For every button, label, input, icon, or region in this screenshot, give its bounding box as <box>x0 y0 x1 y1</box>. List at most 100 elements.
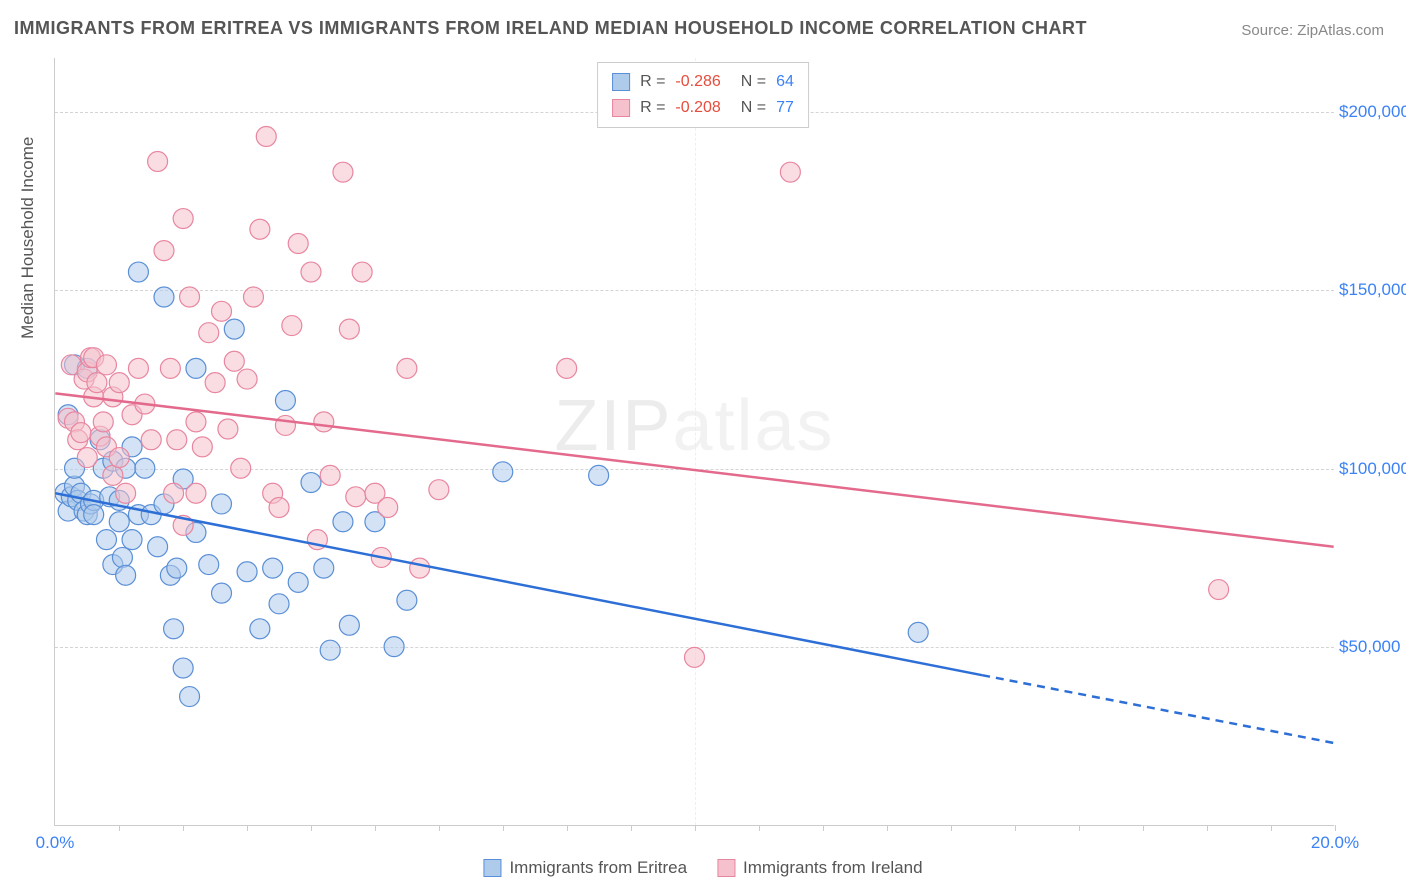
data-point[interactable] <box>77 448 97 468</box>
data-point[interactable] <box>212 583 232 603</box>
data-point[interactable] <box>128 262 148 282</box>
data-point[interactable] <box>109 448 129 468</box>
data-point[interactable] <box>269 594 289 614</box>
data-point[interactable] <box>685 647 705 667</box>
data-point[interactable] <box>154 287 174 307</box>
data-point[interactable] <box>186 358 206 378</box>
series-legend-item[interactable]: Immigrants from Eritrea <box>483 858 687 878</box>
data-point[interactable] <box>231 458 251 478</box>
data-point[interactable] <box>148 151 168 171</box>
data-point[interactable] <box>141 430 161 450</box>
data-point[interactable] <box>154 241 174 261</box>
data-point[interactable] <box>224 351 244 371</box>
data-point[interactable] <box>339 319 359 339</box>
data-point[interactable] <box>314 412 334 432</box>
data-point[interactable] <box>410 558 430 578</box>
data-point[interactable] <box>186 412 206 432</box>
data-point[interactable] <box>908 622 928 642</box>
data-point[interactable] <box>180 687 200 707</box>
data-point[interactable] <box>288 572 308 592</box>
data-point[interactable] <box>301 262 321 282</box>
r-label: R = <box>640 95 665 121</box>
data-point[interactable] <box>122 530 142 550</box>
data-point[interactable] <box>263 558 283 578</box>
x-tick-mark <box>887 825 888 831</box>
data-point[interactable] <box>397 358 417 378</box>
data-point[interactable] <box>314 558 334 578</box>
data-point[interactable] <box>180 287 200 307</box>
data-point[interactable] <box>224 319 244 339</box>
series-legend-label: Immigrants from Eritrea <box>509 858 687 878</box>
data-point[interactable] <box>116 565 136 585</box>
data-point[interactable] <box>218 419 238 439</box>
source-link[interactable]: ZipAtlas.com <box>1297 22 1384 39</box>
data-point[interactable] <box>275 390 295 410</box>
data-point[interactable] <box>87 373 107 393</box>
data-point[interactable] <box>167 558 187 578</box>
trend-line <box>55 493 982 675</box>
data-point[interactable] <box>148 537 168 557</box>
data-point[interactable] <box>135 458 155 478</box>
data-point[interactable] <box>557 358 577 378</box>
data-point[interactable] <box>167 430 187 450</box>
data-point[interactable] <box>339 615 359 635</box>
data-point[interactable] <box>250 619 270 639</box>
data-point[interactable] <box>397 590 417 610</box>
x-tick-mark <box>695 825 696 831</box>
data-point[interactable] <box>109 512 129 532</box>
data-point[interactable] <box>116 483 136 503</box>
data-point[interactable] <box>301 473 321 493</box>
data-point[interactable] <box>160 358 180 378</box>
data-point[interactable] <box>269 498 289 518</box>
n-value: 64 <box>776 69 794 95</box>
x-tick-mark <box>951 825 952 831</box>
data-point[interactable] <box>192 437 212 457</box>
data-point[interactable] <box>173 658 193 678</box>
data-point[interactable] <box>378 498 398 518</box>
data-point[interactable] <box>164 483 184 503</box>
data-point[interactable] <box>275 415 295 435</box>
data-point[interactable] <box>109 373 129 393</box>
r-value: -0.208 <box>675 95 720 121</box>
data-point[interactable] <box>71 423 91 443</box>
data-point[interactable] <box>320 640 340 660</box>
data-point[interactable] <box>589 465 609 485</box>
data-point[interactable] <box>199 555 219 575</box>
data-point[interactable] <box>352 262 372 282</box>
data-point[interactable] <box>164 619 184 639</box>
data-point[interactable] <box>333 512 353 532</box>
data-point[interactable] <box>186 483 206 503</box>
data-point[interactable] <box>237 369 257 389</box>
data-point[interactable] <box>205 373 225 393</box>
data-point[interactable] <box>282 316 302 336</box>
data-point[interactable] <box>384 637 404 657</box>
data-point[interactable] <box>256 126 276 146</box>
data-point[interactable] <box>493 462 513 482</box>
data-point[interactable] <box>320 465 340 485</box>
x-tick-mark <box>375 825 376 831</box>
data-point[interactable] <box>173 209 193 229</box>
x-tick-mark <box>759 825 760 831</box>
data-point[interactable] <box>288 234 308 254</box>
x-tick-mark <box>1143 825 1144 831</box>
data-point[interactable] <box>333 162 353 182</box>
r-value: -0.286 <box>675 69 720 95</box>
data-point[interactable] <box>96 530 116 550</box>
data-point[interactable] <box>103 465 123 485</box>
data-point[interactable] <box>429 480 449 500</box>
data-point[interactable] <box>212 494 232 514</box>
data-point[interactable] <box>212 301 232 321</box>
data-point[interactable] <box>237 562 257 582</box>
data-point[interactable] <box>96 355 116 375</box>
data-point[interactable] <box>93 412 113 432</box>
data-point[interactable] <box>250 219 270 239</box>
data-point[interactable] <box>128 358 148 378</box>
data-point[interactable] <box>1209 580 1229 600</box>
data-point[interactable] <box>112 547 132 567</box>
series-legend-item[interactable]: Immigrants from Ireland <box>717 858 923 878</box>
data-point[interactable] <box>199 323 219 343</box>
data-point[interactable] <box>84 505 104 525</box>
data-point[interactable] <box>346 487 366 507</box>
data-point[interactable] <box>243 287 263 307</box>
data-point[interactable] <box>780 162 800 182</box>
